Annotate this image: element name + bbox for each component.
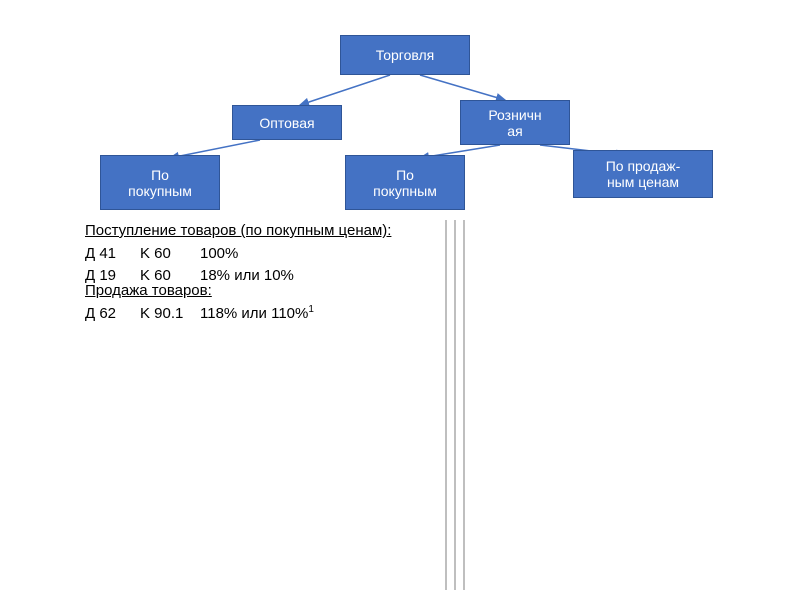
heading-income: Поступление товаров (по покупным ценам): xyxy=(85,220,405,243)
vertical-bar-1 xyxy=(454,220,456,590)
node-leaf4: По продаж-ным ценам xyxy=(573,150,713,198)
node-right1: Розничная xyxy=(460,100,570,145)
arrow-0 xyxy=(300,75,390,105)
accounting-row: Д 62K 90.1118% или 110%1 xyxy=(85,302,405,326)
node-leaf1: Попокупным xyxy=(100,155,220,210)
node-leaf3: Попокупным xyxy=(345,155,465,210)
vertical-bar-0 xyxy=(445,220,447,590)
accounting-text: Поступление товаров (по покупным ценам):… xyxy=(85,220,405,326)
accounting-row: Д 41K 60100% xyxy=(85,243,405,266)
arrow-1 xyxy=(420,75,505,100)
node-left1: Оптовая xyxy=(232,105,342,140)
vertical-bar-2 xyxy=(463,220,465,590)
node-root: Торговля xyxy=(340,35,470,75)
